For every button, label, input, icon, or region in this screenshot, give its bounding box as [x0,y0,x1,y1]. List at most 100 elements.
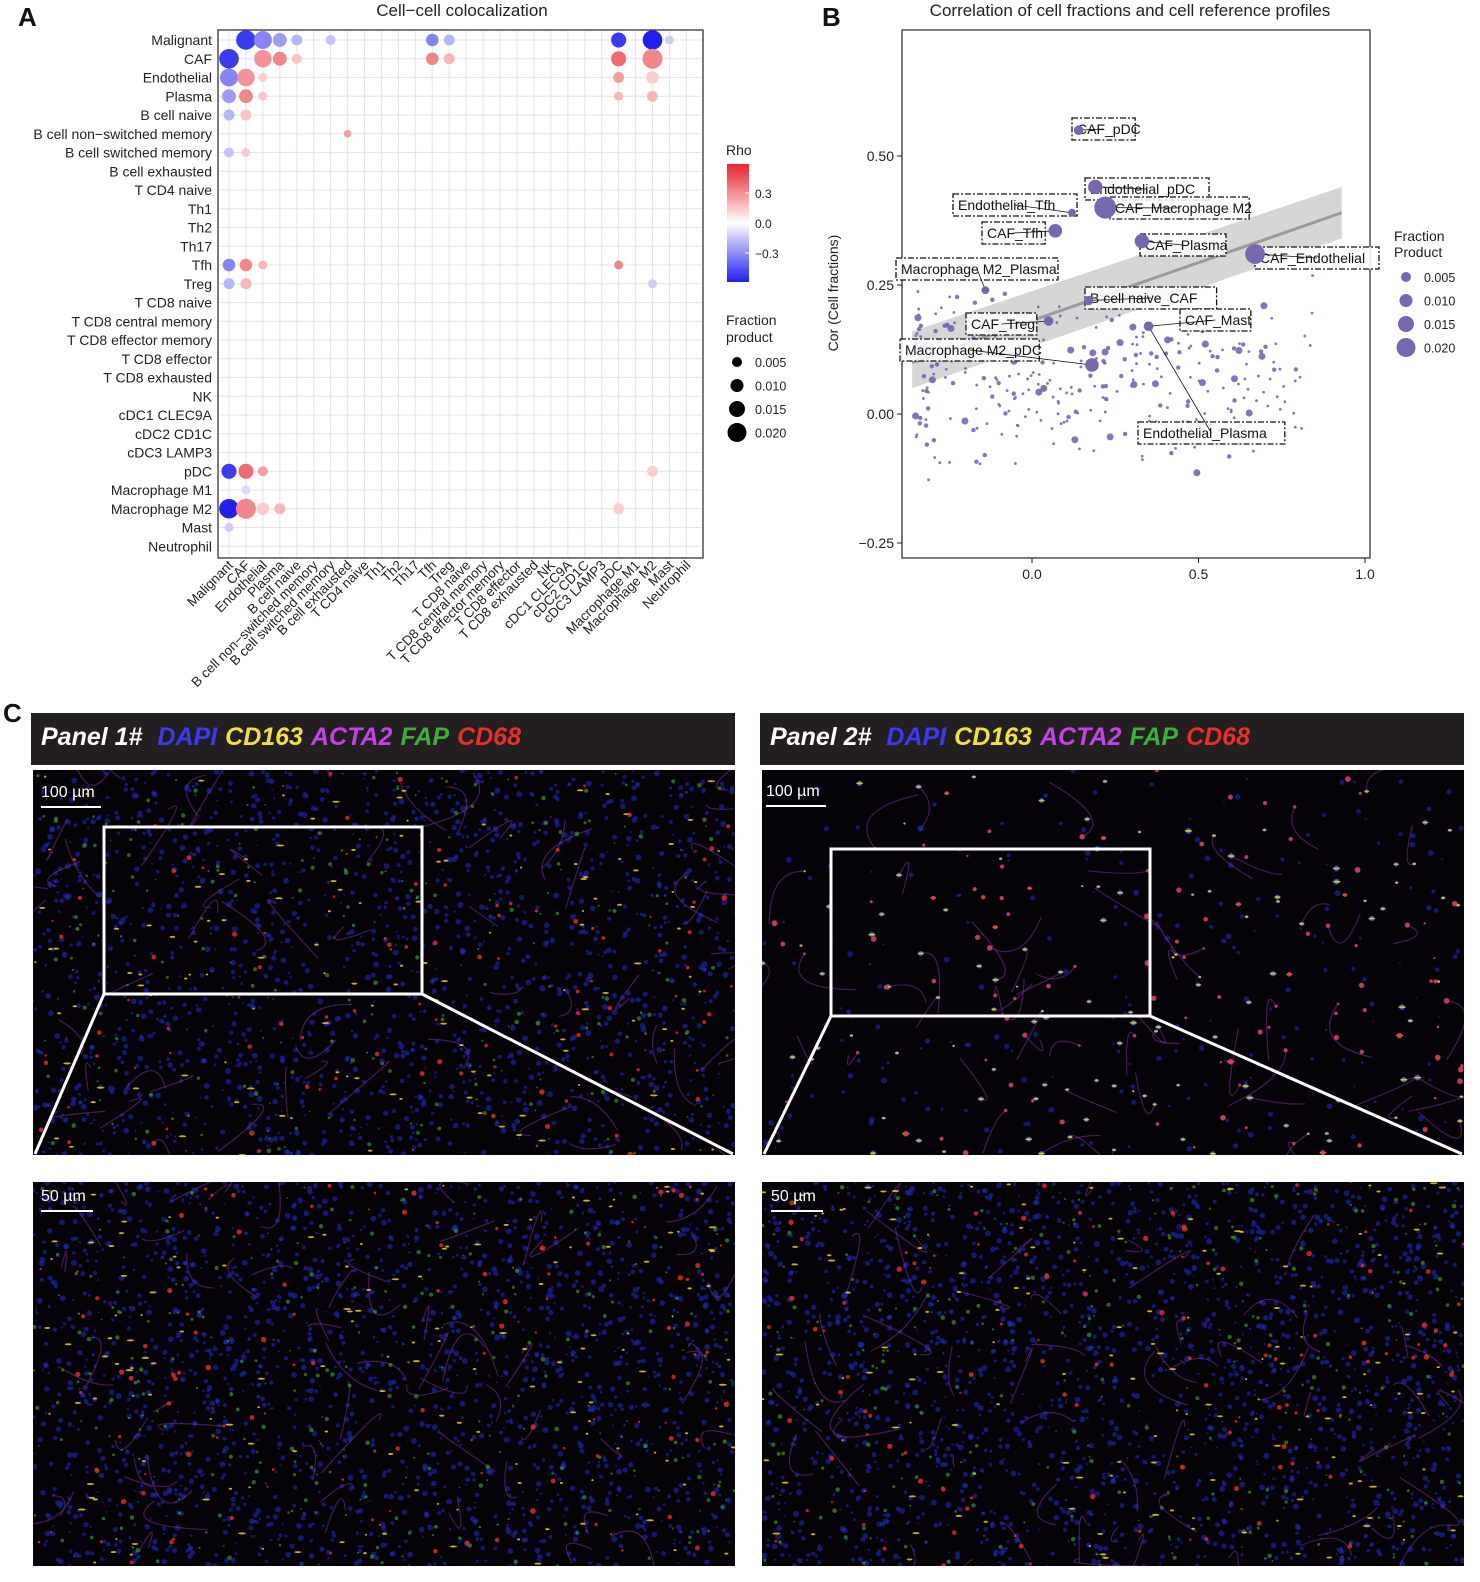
nucleus [281,1018,284,1022]
scatter-point [923,423,929,428]
cd163-signal [488,931,492,934]
nucleus [1080,826,1087,833]
nucleus [105,853,110,858]
nucleus [92,986,97,991]
bubble-faint [633,450,638,455]
nucleus [1435,967,1440,972]
bubble-faint [498,113,502,117]
fap-signal [638,834,644,839]
nucleus [400,1151,407,1155]
scatter-point [1036,305,1040,309]
scatter-point [950,380,956,386]
nucleus [349,1134,352,1137]
x-tick-label: 0.0 [1022,566,1042,582]
nucleus [172,1139,177,1144]
cd163-signal [617,903,623,906]
scatter-point [942,323,947,328]
row-label: Malignant [151,32,212,48]
cd163-signal [138,973,143,976]
fap-signal [424,1047,428,1051]
nucleus [726,877,732,883]
fap-signal [132,938,137,943]
bubble-faint [430,225,434,230]
nucleus [308,826,315,832]
scatter-point [1187,346,1191,350]
nucleus [515,851,521,857]
bubble-faint [600,319,604,323]
nucleus [586,1092,589,1096]
nucleus [128,1114,134,1120]
nucleus [569,900,575,905]
scatter-point [1040,360,1045,365]
bubble-faint [312,94,316,98]
scatter-point [914,334,918,338]
marker-fap: FAP [400,723,450,751]
bubble-faint [650,357,655,361]
nucleus [172,1111,175,1114]
cd163-signal [38,906,46,909]
nucleus [410,914,416,920]
scatter-point [1101,348,1109,356]
nucleus [522,1090,527,1094]
nucleus [498,811,503,816]
nucleus [303,1114,307,1117]
nucleus [200,1058,206,1064]
nucleus [682,1040,688,1045]
nucleus [342,965,346,969]
nucleus [705,895,710,900]
bubble-faint [583,432,587,436]
bubble-faint [566,282,570,286]
nucleus [259,1029,262,1033]
bubble-faint [329,188,333,192]
nucleus [485,1096,492,1102]
bubble-faint [430,207,434,211]
scatter-point [1015,434,1019,438]
nucleus [774,1146,777,1149]
nucleus [1199,1045,1205,1051]
nucleus [54,1033,61,1039]
scatter-point [1035,388,1043,396]
bubble-faint [684,507,688,511]
cd68-signal [627,1151,633,1155]
nucleus [545,1153,549,1155]
bubble-faint [362,38,367,42]
bubble-faint [633,113,638,117]
nucleus [82,1053,89,1060]
nucleus [273,952,277,955]
nucleus [655,1110,658,1114]
cd163-signal [399,834,404,837]
nucleus [470,1100,474,1105]
bubble-faint [295,432,299,436]
cd163-signal [578,1084,581,1087]
scatter-point [1174,446,1177,450]
nucleus [155,869,160,874]
fap-signal [291,896,294,899]
bubble-faint [600,225,604,230]
bubble-faint [430,263,434,267]
nucleus [78,1100,83,1105]
nucleus [1209,1019,1212,1022]
nucleus [434,977,439,982]
cd163-signal [633,869,639,872]
cd163-signal [602,991,609,994]
nucleus [632,770,635,773]
nucleus [357,1135,363,1141]
nucleus [415,970,419,974]
bubble-faint [464,169,468,173]
nucleus [218,787,223,792]
nucleus [110,913,116,920]
scatter-point [1073,409,1079,414]
fap-signal [396,787,400,791]
bubble-faint [532,488,536,492]
bubble-faint [430,507,434,511]
bubble-faint [464,544,468,548]
nucleus [567,973,572,978]
scatter-point [974,407,978,411]
bubble [611,51,627,67]
nucleus [703,968,707,972]
cd68-signal [687,930,692,935]
bubble-faint [583,450,587,455]
nucleus [243,1061,249,1067]
nucleus [608,798,614,804]
fap-signal [539,1078,542,1081]
